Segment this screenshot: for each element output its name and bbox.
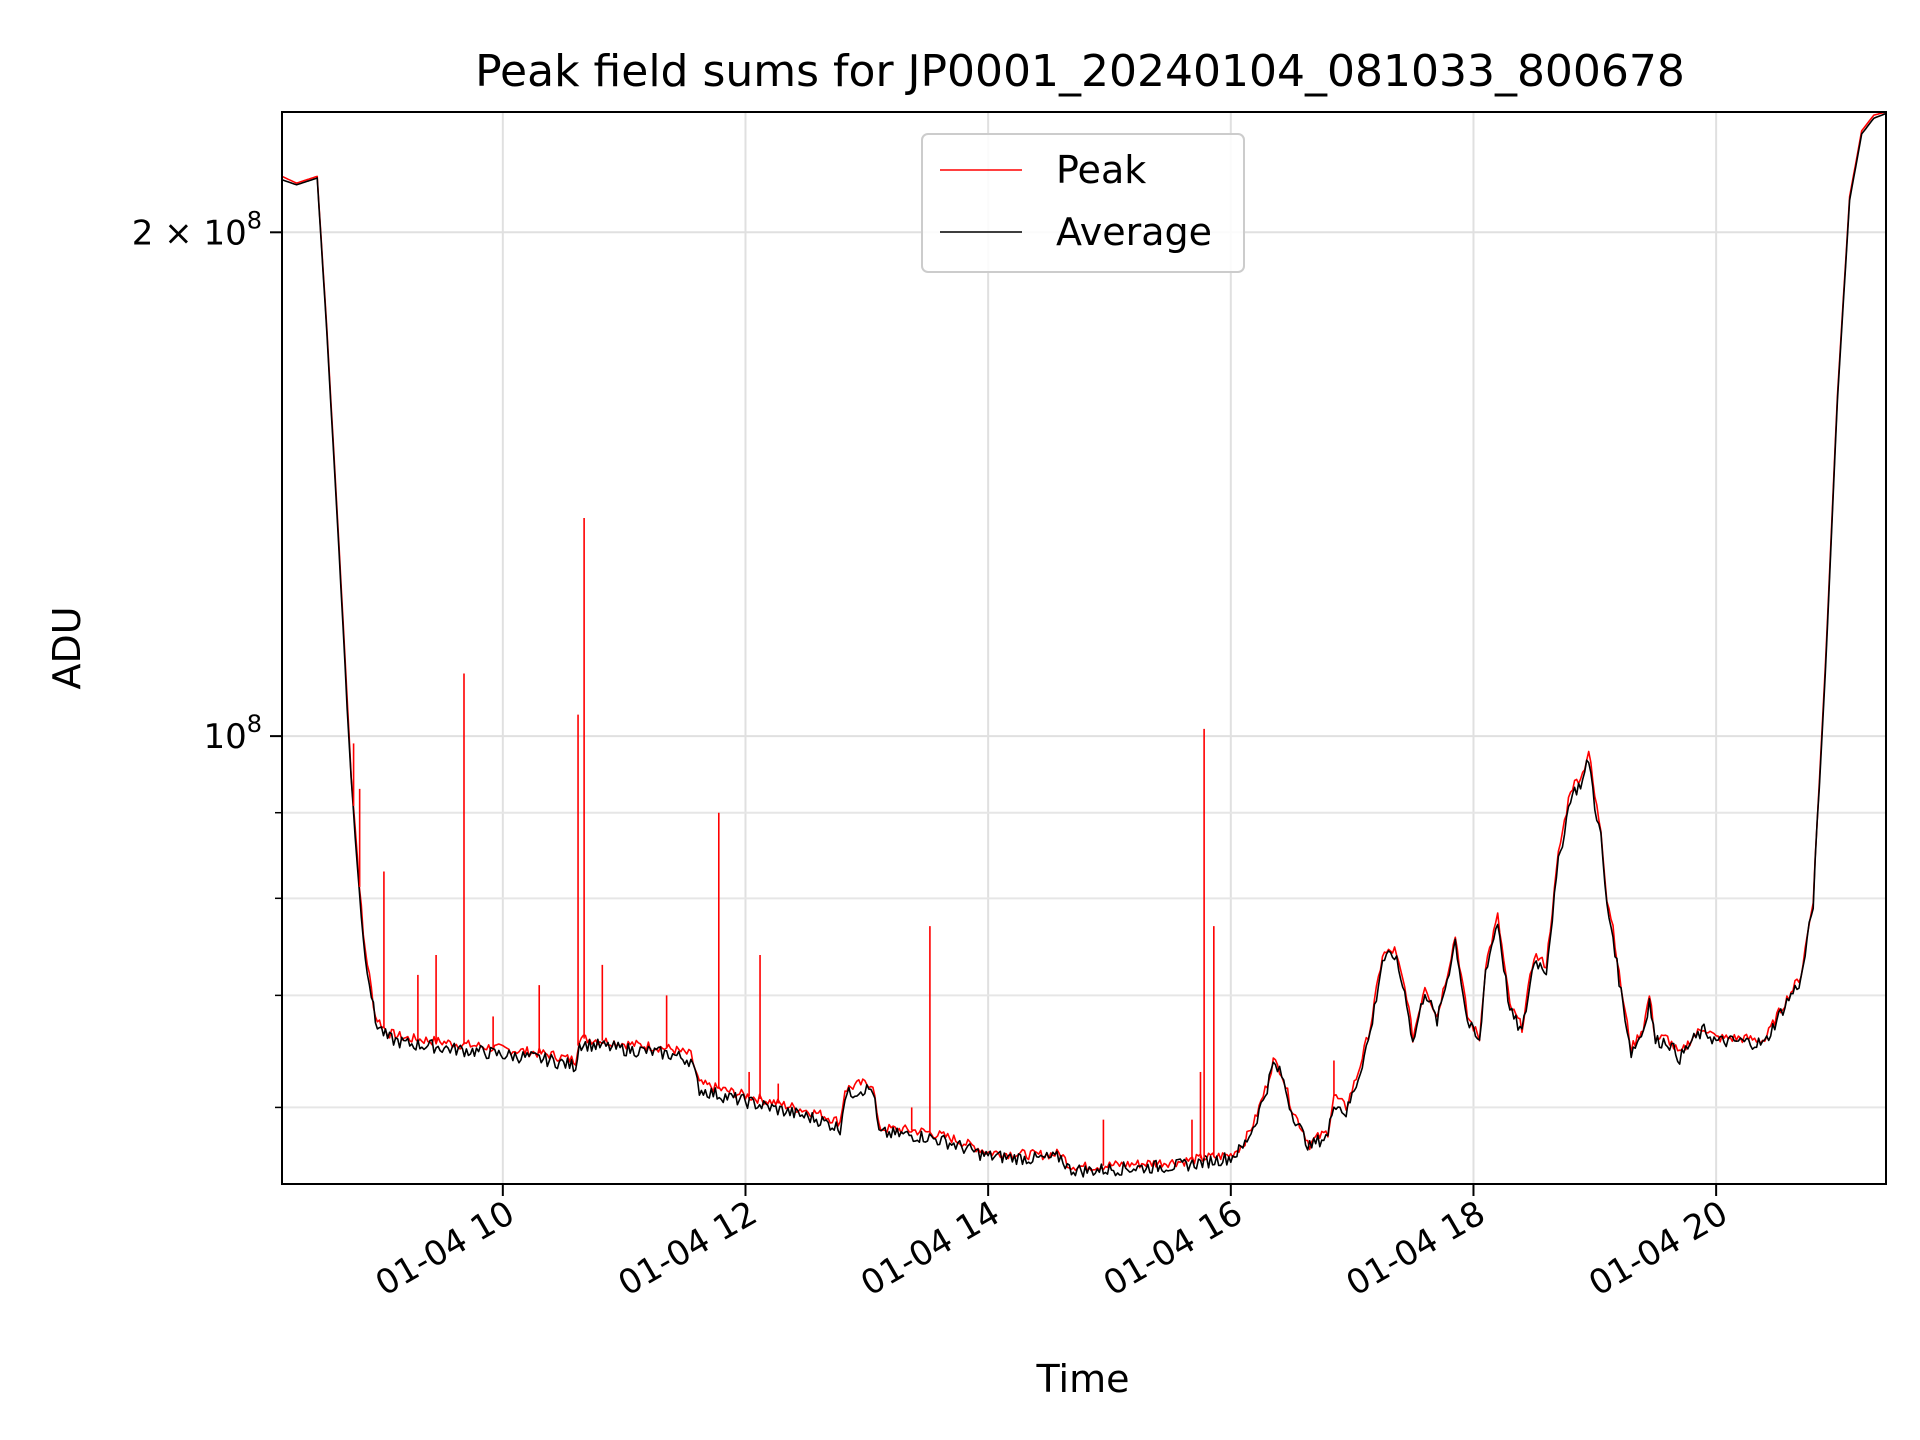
legend-box	[921, 133, 1245, 273]
series-layer	[282, 112, 1886, 1178]
plot-frame	[281, 111, 1887, 1185]
chart-title: Peak field sums for JP0001_20240104_0810…	[475, 46, 1685, 97]
series-line-peak	[282, 112, 1886, 1172]
legend: Peak Average	[921, 133, 1245, 273]
legend-average-label: Average	[1056, 210, 1212, 254]
x-axis-label: Time	[1036, 1357, 1130, 1401]
series-line-average	[282, 112, 1886, 1178]
grid	[282, 112, 1886, 1184]
y-axis-label: ADU	[45, 606, 89, 689]
y-tick-label-0: 108	[203, 710, 262, 757]
y-tick-label-1: 2 × 108	[132, 206, 262, 253]
legend-peak-label: Peak	[1056, 148, 1146, 192]
